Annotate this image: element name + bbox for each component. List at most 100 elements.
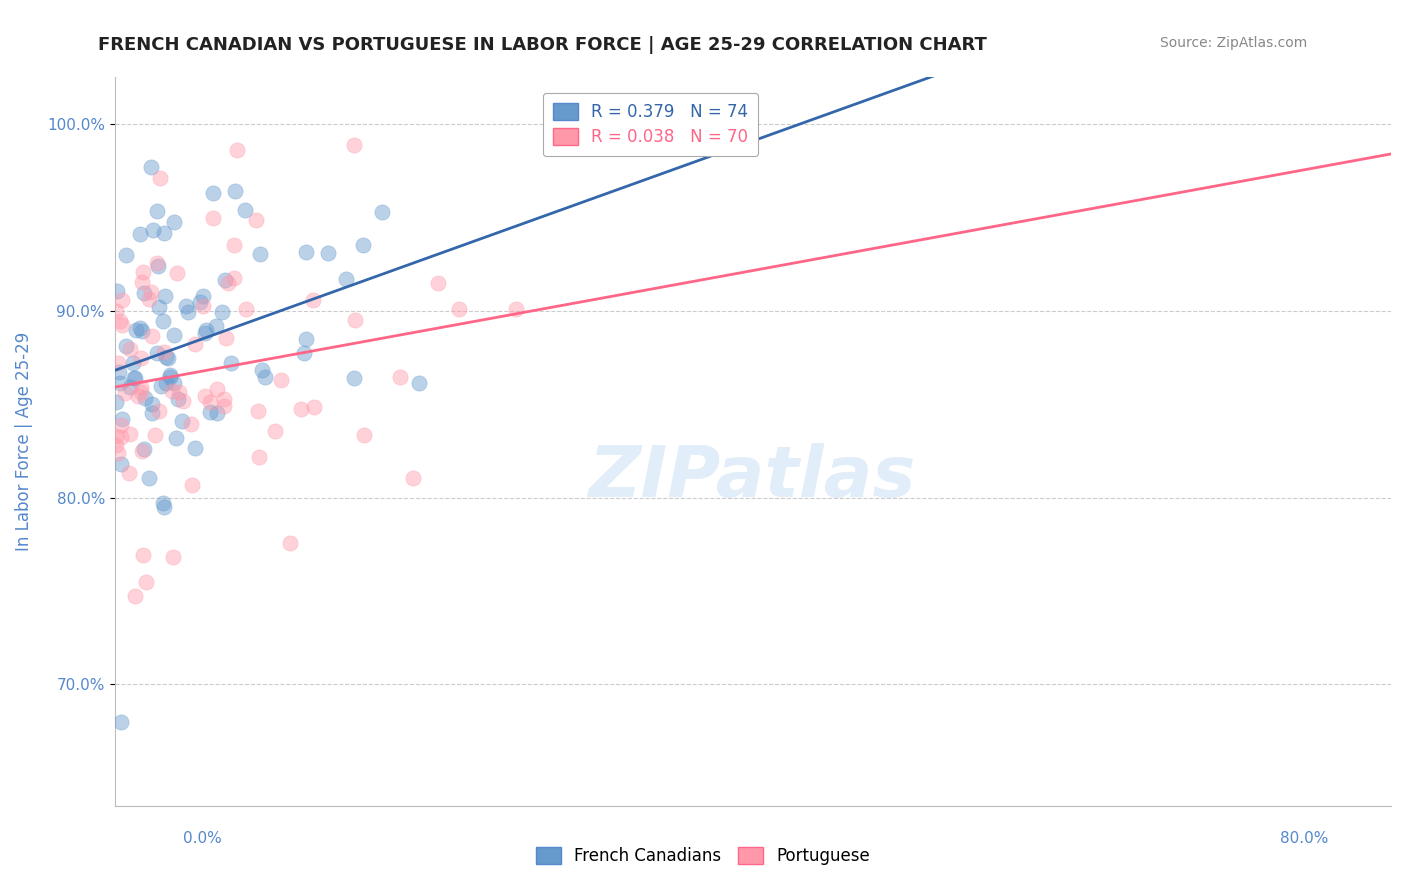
- Point: [146, 346, 169, 360]
- Point: [110, 430, 132, 444]
- Point: [270, 374, 292, 388]
- Point: [402, 470, 425, 484]
- Point: [177, 304, 200, 318]
- Point: [295, 332, 318, 346]
- Point: [193, 299, 215, 313]
- Point: [201, 211, 224, 226]
- Point: [343, 313, 366, 327]
- Point: [505, 301, 527, 316]
- Point: [193, 390, 215, 404]
- Point: [224, 184, 246, 198]
- Text: 0.0%: 0.0%: [183, 831, 222, 846]
- Point: [138, 293, 160, 307]
- Point: [132, 548, 155, 562]
- Point: [167, 385, 190, 400]
- Point: [115, 248, 138, 262]
- Point: [120, 427, 142, 442]
- Point: [146, 255, 169, 269]
- Point: [141, 329, 163, 343]
- Point: [205, 382, 228, 396]
- Point: [194, 326, 217, 340]
- Point: [107, 446, 129, 460]
- Point: [105, 304, 128, 318]
- Point: [110, 417, 132, 432]
- Point: [120, 379, 142, 393]
- Point: [278, 536, 301, 550]
- Point: [226, 143, 249, 157]
- Point: [114, 339, 136, 353]
- Point: [131, 385, 153, 400]
- Point: [447, 301, 470, 316]
- Point: [159, 368, 181, 383]
- Point: [111, 293, 134, 307]
- Point: [212, 392, 235, 407]
- Point: [198, 395, 221, 409]
- Point: [249, 246, 271, 260]
- Point: [153, 289, 176, 303]
- Point: [107, 356, 129, 370]
- Point: [152, 227, 174, 241]
- Point: [202, 186, 225, 200]
- Point: [212, 400, 235, 414]
- Point: [191, 289, 214, 303]
- Point: [148, 300, 170, 314]
- Point: [195, 323, 218, 337]
- Point: [245, 213, 267, 227]
- Point: [426, 276, 449, 290]
- Point: [211, 305, 233, 319]
- Point: [264, 424, 287, 438]
- Point: [141, 397, 163, 411]
- Point: [114, 386, 136, 401]
- Point: [132, 442, 155, 457]
- Point: [153, 500, 176, 514]
- Point: [217, 276, 239, 290]
- Point: [408, 376, 430, 390]
- Point: [118, 466, 141, 480]
- Point: [163, 215, 186, 229]
- Text: FRENCH CANADIAN VS PORTUGUESE IN LABOR FORCE | AGE 25-29 CORRELATION CHART: FRENCH CANADIAN VS PORTUGUESE IN LABOR F…: [98, 36, 987, 54]
- Point: [105, 395, 128, 409]
- Point: [108, 376, 131, 391]
- Point: [250, 363, 273, 377]
- Point: [174, 299, 197, 313]
- Point: [148, 259, 170, 273]
- Point: [247, 450, 270, 465]
- Point: [134, 391, 156, 405]
- Point: [167, 392, 190, 406]
- Legend: R = 0.379   N = 74, R = 0.038   N = 70: R = 0.379 N = 74, R = 0.038 N = 70: [543, 93, 758, 156]
- Point: [122, 356, 145, 370]
- Point: [131, 276, 153, 290]
- Point: [205, 318, 228, 333]
- Point: [162, 384, 184, 399]
- Point: [148, 404, 170, 418]
- Point: [152, 496, 174, 510]
- Point: [110, 313, 132, 327]
- Point: [343, 138, 366, 153]
- Point: [132, 286, 155, 301]
- Point: [118, 342, 141, 356]
- Point: [149, 170, 172, 185]
- Point: [131, 265, 153, 279]
- Point: [105, 284, 128, 298]
- Point: [235, 301, 257, 316]
- Point: [155, 376, 177, 391]
- Legend: French Canadians, Portuguese: French Canadians, Portuguese: [526, 837, 880, 875]
- Point: [233, 202, 256, 217]
- Point: [122, 370, 145, 384]
- Text: 80.0%: 80.0%: [1281, 831, 1329, 846]
- Point: [152, 313, 174, 327]
- Point: [139, 160, 162, 174]
- Point: [105, 438, 128, 452]
- Point: [180, 417, 202, 431]
- Point: [127, 389, 149, 403]
- Point: [153, 344, 176, 359]
- Point: [129, 351, 152, 365]
- Point: [141, 406, 163, 420]
- Point: [343, 371, 366, 385]
- Point: [163, 376, 186, 391]
- Point: [184, 442, 207, 456]
- Point: [141, 285, 163, 299]
- Point: [292, 346, 315, 360]
- Point: [129, 321, 152, 335]
- Point: [145, 428, 167, 442]
